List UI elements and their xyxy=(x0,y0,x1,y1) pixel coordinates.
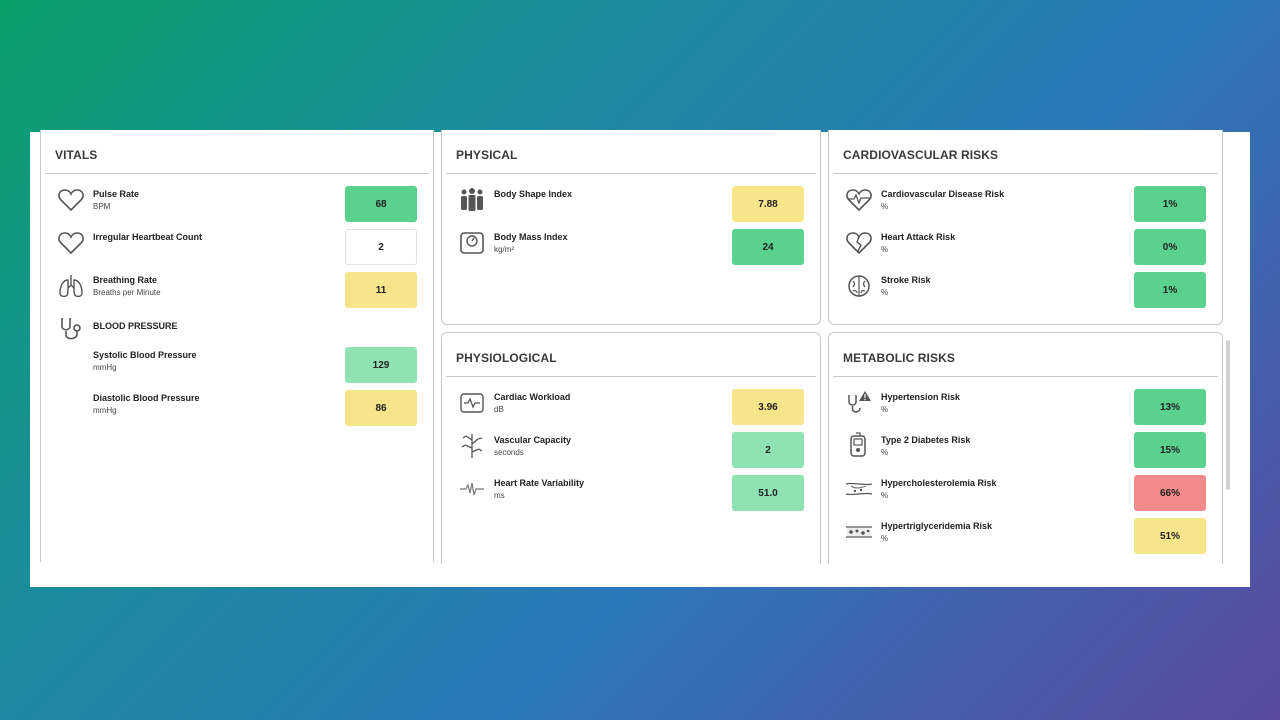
cardiac-workload-value: 3.96 xyxy=(732,389,804,425)
cvd-risk-unit: % xyxy=(881,202,889,211)
hrv-value: 51.0 xyxy=(732,475,804,511)
systolic-row: Systolic Blood Pressure mmHg 129 xyxy=(41,347,433,390)
irregular-heartbeat-row: Irregular Heartbeat Count 2 xyxy=(41,229,433,272)
vascular-capacity-unit: seconds xyxy=(494,448,524,457)
cvd-risk-label: Cardiovascular Disease Risk xyxy=(881,189,1005,199)
blood-pressure-title: BLOOD PRESSURE xyxy=(93,321,178,331)
hypertension-risk-label: Hypertension Risk xyxy=(881,392,961,402)
heart-attack-risk-value: 0% xyxy=(1134,229,1206,265)
diabetes-risk-row: Type 2 Diabetes Risk % 15% xyxy=(829,432,1222,475)
breathing-rate-value: 11 xyxy=(345,272,417,308)
cholesterol-risk-label: Hypercholesterolemia Risk xyxy=(881,478,997,488)
systolic-unit: mmHg xyxy=(93,363,117,372)
breathing-rate-row: Breathing Rate Breaths per Minute 11 xyxy=(41,272,433,315)
heartbeat-wave-icon xyxy=(458,475,486,503)
hrv-unit: ms xyxy=(494,491,505,500)
vascular-capacity-value: 2 xyxy=(732,432,804,468)
diastolic-unit: mmHg xyxy=(93,406,117,415)
physiological-section: PHYSIOLOGICAL Cardiac Workload dB 3.96 V… xyxy=(441,332,821,564)
diabetes-risk-unit: % xyxy=(881,448,889,457)
vitals-title: VITALS xyxy=(41,130,433,174)
diabetes-risk-value: 15% xyxy=(1134,432,1206,468)
vascular-capacity-row: Vascular Capacity seconds 2 xyxy=(442,432,820,475)
triglyceride-risk-label: Hypertriglyceridemia Risk xyxy=(881,521,993,531)
diabetes-risk-label: Type 2 Diabetes Risk xyxy=(881,435,971,445)
hypertension-risk-value: 13% xyxy=(1134,389,1206,425)
stethoscope-warning-icon xyxy=(845,389,873,417)
body-mass-index-value: 24 xyxy=(732,229,804,265)
metabolic-risks-title: METABOLIC RISKS xyxy=(829,333,1222,377)
diastolic-label: Diastolic Blood Pressure xyxy=(93,393,200,403)
cardiac-workload-row: Cardiac Workload dB 3.96 xyxy=(442,389,820,432)
body-shape-index-value: 7.88 xyxy=(732,186,804,222)
irregular-heartbeat-value: 2 xyxy=(345,229,417,265)
vitals-section: VITALS Pulse Rate BPM 68 Irregular Heart… xyxy=(40,130,434,562)
triglyceride-risk-value: 51% xyxy=(1134,518,1206,554)
heart-attack-risk-unit: % xyxy=(881,245,889,254)
glucose-meter-icon xyxy=(845,432,873,460)
hypertension-risk-unit: % xyxy=(881,405,889,414)
pulse-rate-row: Pulse Rate BPM 68 xyxy=(41,186,433,229)
vessel-icon xyxy=(458,432,486,460)
heart-icon xyxy=(57,229,85,257)
people-icon xyxy=(458,186,486,214)
cholesterol-risk-value: 66% xyxy=(1134,475,1206,511)
stethoscope-icon xyxy=(57,315,85,343)
body-mass-index-label: Body Mass Index xyxy=(494,232,568,242)
body-mass-index-unit: kg/m² xyxy=(494,245,514,254)
brain-icon xyxy=(845,272,873,300)
cardiac-workload-icon xyxy=(458,389,486,417)
physiological-title: PHYSIOLOGICAL xyxy=(442,333,820,377)
diastolic-value: 86 xyxy=(345,390,417,426)
hrv-label: Heart Rate Variability xyxy=(494,478,585,488)
cvd-risk-row: Cardiovascular Disease Risk % 1% xyxy=(829,186,1222,229)
artery-plaque-icon xyxy=(845,475,873,503)
cardiovascular-risks-title: CARDIOVASCULAR RISKS xyxy=(829,130,1222,174)
body-shape-index-row: Body Shape Index 7.88 xyxy=(442,186,820,229)
broken-heart-icon xyxy=(845,229,873,257)
stroke-risk-value: 1% xyxy=(1134,272,1206,308)
hypertension-risk-row: Hypertension Risk % 13% xyxy=(829,389,1222,432)
triglyceride-risk-unit: % xyxy=(881,534,889,543)
triglyceride-risk-row: Hypertriglyceridemia Risk % 51% xyxy=(829,518,1222,561)
blood-vessel-icon xyxy=(845,518,873,546)
diastolic-row: Diastolic Blood Pressure mmHg 86 xyxy=(41,390,433,433)
body-shape-index-label: Body Shape Index xyxy=(494,189,573,199)
dashboard-panel: VITALS Pulse Rate BPM 68 Irregular Heart… xyxy=(30,130,1250,587)
cholesterol-risk-unit: % xyxy=(881,491,889,500)
heart-attack-risk-label: Heart Attack Risk xyxy=(881,232,956,242)
heart-icon xyxy=(57,186,85,214)
systolic-value: 129 xyxy=(345,347,417,383)
pulse-rate-value: 68 xyxy=(345,186,417,222)
cvd-risk-value: 1% xyxy=(1134,186,1206,222)
heart-attack-risk-row: Heart Attack Risk % 0% xyxy=(829,229,1222,272)
stroke-risk-label: Stroke Risk xyxy=(881,275,931,285)
physical-title: PHYSICAL xyxy=(442,130,820,174)
body-mass-index-row: Body Mass Index kg/m² 24 xyxy=(442,229,820,272)
blood-pressure-header: BLOOD PRESSURE xyxy=(41,315,433,345)
stroke-risk-unit: % xyxy=(881,288,889,297)
vascular-capacity-label: Vascular Capacity xyxy=(494,435,572,445)
lungs-icon xyxy=(57,272,85,300)
pulse-rate-unit: BPM xyxy=(93,202,111,211)
stroke-risk-row: Stroke Risk % 1% xyxy=(829,272,1222,315)
breathing-rate-label: Breathing Rate xyxy=(93,275,158,285)
hrv-row: Heart Rate Variability ms 51.0 xyxy=(442,475,820,518)
cardiac-workload-unit: dB xyxy=(494,405,504,414)
heart-pulse-icon xyxy=(845,186,873,214)
cholesterol-risk-row: Hypercholesterolemia Risk % 66% xyxy=(829,475,1222,518)
irregular-heartbeat-label: Irregular Heartbeat Count xyxy=(93,232,203,242)
cardiovascular-risks-section: CARDIOVASCULAR RISKS Cardiovascular Dise… xyxy=(828,130,1223,325)
metabolic-risks-section: METABOLIC RISKS Hypertension Risk % 13% … xyxy=(828,332,1223,564)
systolic-label: Systolic Blood Pressure xyxy=(93,350,197,360)
pulse-rate-label: Pulse Rate xyxy=(93,189,140,199)
physical-section: PHYSICAL Body Shape Index 7.88 Body Mass… xyxy=(441,130,821,325)
scrollbar[interactable] xyxy=(1226,340,1230,490)
cardiac-workload-label: Cardiac Workload xyxy=(494,392,571,402)
scale-icon xyxy=(458,229,486,257)
breathing-rate-unit: Breaths per Minute xyxy=(93,288,161,297)
